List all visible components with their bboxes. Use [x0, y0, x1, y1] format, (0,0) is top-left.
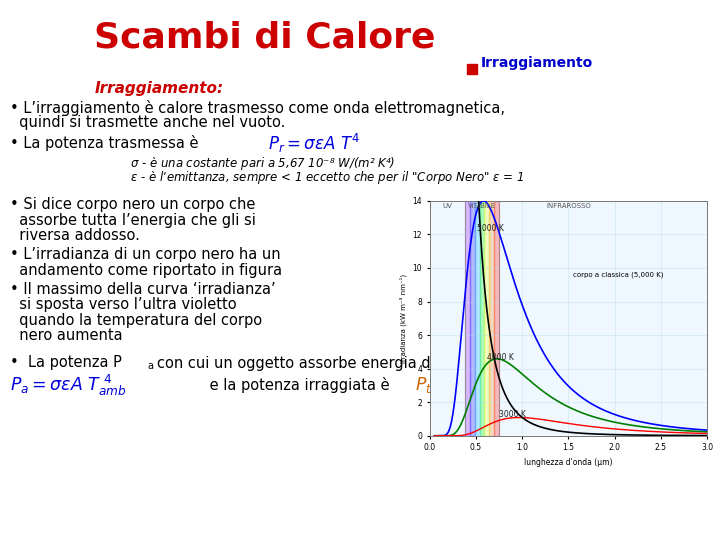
Text: 5000 K: 5000 K	[477, 224, 504, 233]
Text: nero aumenta: nero aumenta	[10, 327, 122, 342]
Text: riversa addosso.: riversa addosso.	[10, 227, 140, 242]
Text: e la potenza irraggiata è: e la potenza irraggiata è	[205, 377, 390, 393]
Text: Irraggiamento: Irraggiamento	[481, 56, 593, 70]
Bar	[494, 201, 499, 436]
Bar	[474, 201, 480, 436]
Text: corpo a classica (5,000 K): corpo a classica (5,000 K)	[573, 272, 664, 278]
Text: Scambi di Calore: Scambi di Calore	[94, 21, 436, 55]
Text: UV: UV	[443, 202, 452, 208]
Text: 4000 K: 4000 K	[487, 353, 514, 362]
Text: INFRAROSSO: INFRAROSSO	[546, 202, 591, 208]
Text: 3000 K: 3000 K	[499, 410, 526, 420]
Text: • Il massimo della curva ‘irradianza’: • Il massimo della curva ‘irradianza’	[10, 282, 276, 298]
Bar	[485, 201, 490, 436]
Text: VISIBILE: VISIBILE	[468, 202, 496, 208]
Text: andamento come riportato in figura: andamento come riportato in figura	[10, 262, 282, 278]
Y-axis label: Irradianza (kW m⁻³ nm⁻¹): Irradianza (kW m⁻³ nm⁻¹)	[400, 274, 407, 363]
Text: $\it{\sigma}$ - è una costante pari a 5,67 10⁻⁸ W/(m² K⁴): $\it{\sigma}$ - è una costante pari a 5,…	[130, 154, 395, 172]
Bar	[470, 201, 474, 436]
Text: • Si dice corpo nero un corpo che: • Si dice corpo nero un corpo che	[10, 198, 256, 213]
Text: $\it{\varepsilon}$ - è l’emittanza, sempre < 1 eccetto che per il "Corpo Nero" ε: $\it{\varepsilon}$ - è l’emittanza, semp…	[130, 170, 524, 186]
Text: assorbe tutta l’energia che gli si: assorbe tutta l’energia che gli si	[10, 213, 256, 227]
Text: a: a	[147, 361, 153, 371]
Text: $\it{P_r = \sigma\varepsilon A\ T^4}$: $\it{P_r = \sigma\varepsilon A\ T^4}$	[268, 131, 360, 154]
Text: quando la temperatura del corpo: quando la temperatura del corpo	[10, 313, 262, 327]
Text: si sposta verso l’ultra violetto: si sposta verso l’ultra violetto	[10, 298, 237, 313]
Text: • L’irradianza di un corpo nero ha un: • L’irradianza di un corpo nero ha un	[10, 247, 281, 262]
Bar	[480, 201, 485, 436]
X-axis label: lunghezza d'onda (μm): lunghezza d'onda (μm)	[524, 458, 613, 467]
Bar	[490, 201, 494, 436]
Bar	[467, 64, 477, 74]
Text: $\it{P_{tot} = \sigma\varepsilon A\ (T_{amb}^{\ 4} - T^4)}$: $\it{P_{tot} = \sigma\varepsilon A\ (T_{…	[415, 373, 596, 397]
Text: quindi si trasmette anche nel vuoto.: quindi si trasmette anche nel vuoto.	[10, 116, 285, 131]
Text: Irraggiamento:: Irraggiamento:	[95, 80, 224, 96]
Bar	[465, 201, 470, 436]
Text: $\it{P_a = \sigma\varepsilon A\ T_{amb}^{\ 4}}$: $\it{P_a = \sigma\varepsilon A\ T_{amb}^…	[10, 373, 127, 397]
Text: • La potenza trasmessa è: • La potenza trasmessa è	[10, 135, 199, 151]
Text: •  La potenza P: • La potenza P	[10, 355, 122, 370]
Text: con cui un oggetto assorbe energia dall’ambiente è: con cui un oggetto assorbe energia dall’…	[157, 355, 536, 371]
Text: • L’irraggiamento è calore trasmesso come onda elettromagnetica,: • L’irraggiamento è calore trasmesso com…	[10, 100, 505, 116]
